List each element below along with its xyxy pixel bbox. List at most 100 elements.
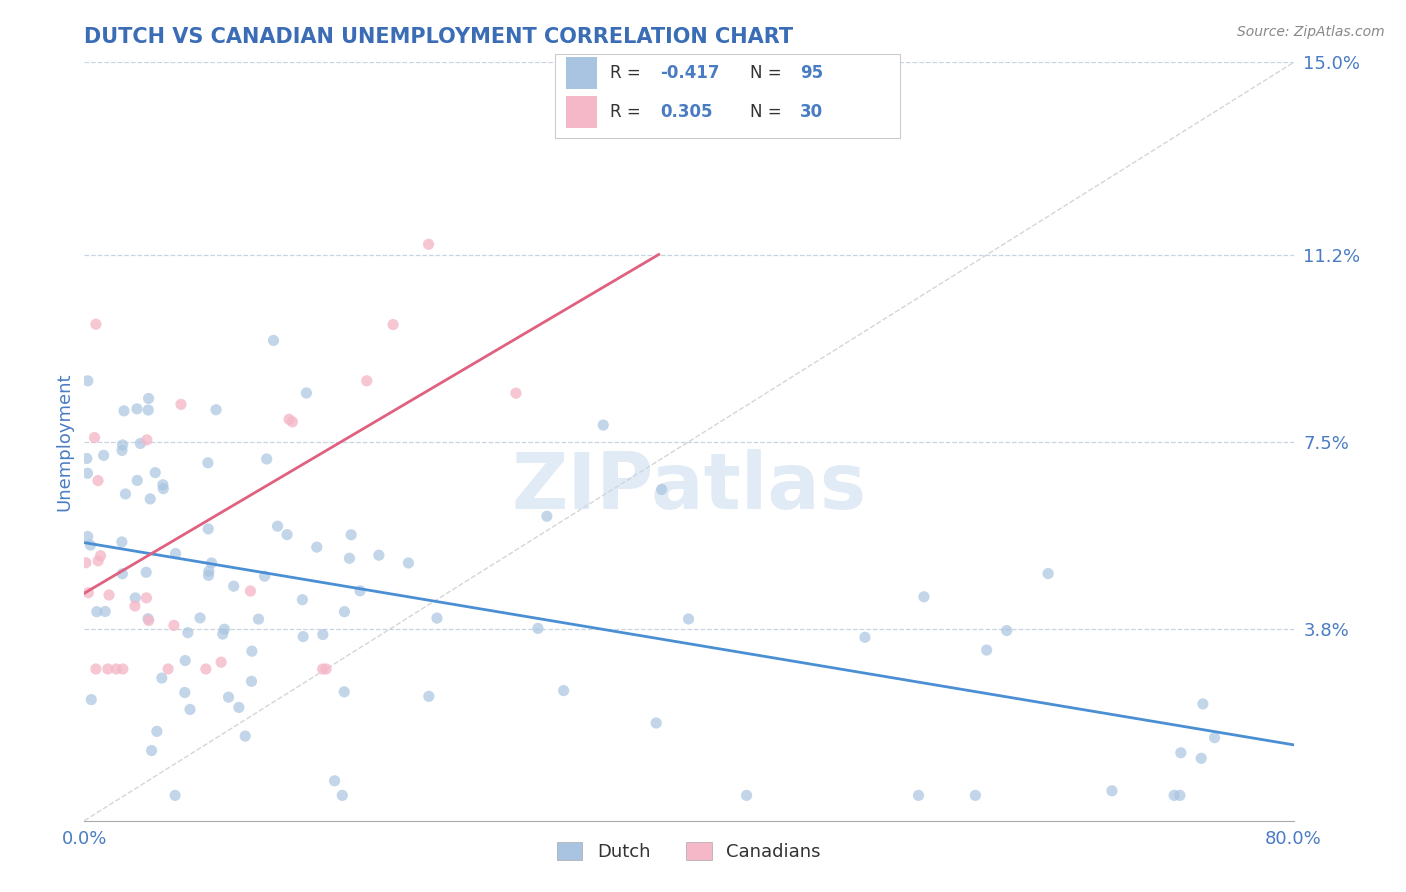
Point — [136, 612, 159, 626]
Point — [138, 614, 160, 628]
Point — [256, 452, 278, 467]
Point — [205, 402, 228, 417]
Point — [152, 482, 174, 496]
Point — [87, 554, 110, 568]
Point — [97, 662, 120, 676]
Point — [367, 548, 389, 562]
Text: 95: 95 — [800, 64, 823, 82]
Point — [396, 556, 419, 570]
Text: N =: N = — [749, 103, 787, 121]
Point — [276, 527, 298, 541]
Point — [146, 724, 169, 739]
Point — [197, 568, 219, 582]
Point — [125, 401, 148, 416]
Point — [382, 318, 405, 332]
Point — [349, 583, 371, 598]
Point — [292, 630, 315, 644]
Text: ZIPatlas: ZIPatlas — [512, 449, 866, 525]
Point — [76, 451, 98, 466]
Point — [426, 611, 449, 625]
Point — [218, 690, 240, 705]
Point — [84, 317, 107, 331]
Point — [1170, 746, 1192, 760]
Point — [315, 662, 337, 676]
Point — [165, 789, 187, 803]
Point — [179, 702, 201, 716]
Point — [1192, 697, 1215, 711]
Point — [976, 643, 998, 657]
Point — [197, 522, 219, 536]
Point — [111, 438, 134, 452]
Point — [124, 591, 146, 605]
Point — [135, 591, 157, 605]
Point — [150, 671, 173, 685]
Text: N =: N = — [749, 64, 787, 82]
Point — [135, 433, 157, 447]
Point — [311, 662, 333, 676]
Bar — [565, 96, 596, 128]
Point — [194, 662, 217, 676]
Point — [143, 466, 166, 480]
Point — [152, 477, 174, 491]
Point — [111, 662, 134, 676]
Point — [330, 789, 353, 803]
Point — [965, 789, 987, 803]
Point — [505, 386, 527, 401]
Point — [1101, 784, 1123, 798]
Point — [173, 685, 195, 699]
Point — [111, 566, 134, 581]
Point — [278, 412, 301, 426]
Point — [253, 569, 276, 583]
Point — [163, 618, 186, 632]
Y-axis label: Unemployment: Unemployment — [55, 372, 73, 511]
Point — [111, 535, 134, 549]
Point — [157, 662, 180, 676]
Point — [239, 584, 262, 599]
Point — [592, 417, 614, 432]
Point — [263, 334, 285, 348]
Text: R =: R = — [610, 64, 647, 82]
Point — [1189, 751, 1212, 765]
Point — [305, 540, 328, 554]
Point — [1163, 789, 1185, 803]
Point — [240, 674, 263, 689]
Point — [356, 374, 378, 388]
Text: R =: R = — [610, 103, 647, 121]
Point — [114, 487, 136, 501]
Point — [312, 627, 335, 641]
Point — [1036, 566, 1059, 581]
Point — [418, 690, 440, 704]
Point — [222, 579, 245, 593]
Point — [418, 237, 440, 252]
Point — [98, 588, 121, 602]
Point — [86, 605, 108, 619]
Point — [1204, 731, 1226, 745]
Point — [281, 415, 304, 429]
Point — [75, 556, 97, 570]
Point — [853, 630, 876, 644]
Point — [80, 692, 103, 706]
Point — [174, 654, 197, 668]
Point — [94, 605, 117, 619]
Point — [83, 431, 105, 445]
Point — [333, 605, 356, 619]
Point — [84, 662, 107, 676]
Point — [93, 448, 115, 462]
Point — [678, 612, 700, 626]
Point — [135, 566, 157, 580]
Point — [295, 386, 318, 401]
Point — [651, 483, 673, 497]
Point — [77, 585, 100, 599]
Point — [995, 624, 1018, 638]
Point — [209, 655, 232, 669]
Point — [138, 392, 160, 406]
Point — [136, 403, 159, 417]
Point — [735, 789, 758, 803]
Point — [129, 436, 152, 450]
Point — [553, 683, 575, 698]
Point — [912, 590, 935, 604]
Point — [127, 474, 149, 488]
Point — [124, 599, 146, 613]
Text: Source: ZipAtlas.com: Source: ZipAtlas.com — [1237, 25, 1385, 39]
Point — [228, 700, 250, 714]
